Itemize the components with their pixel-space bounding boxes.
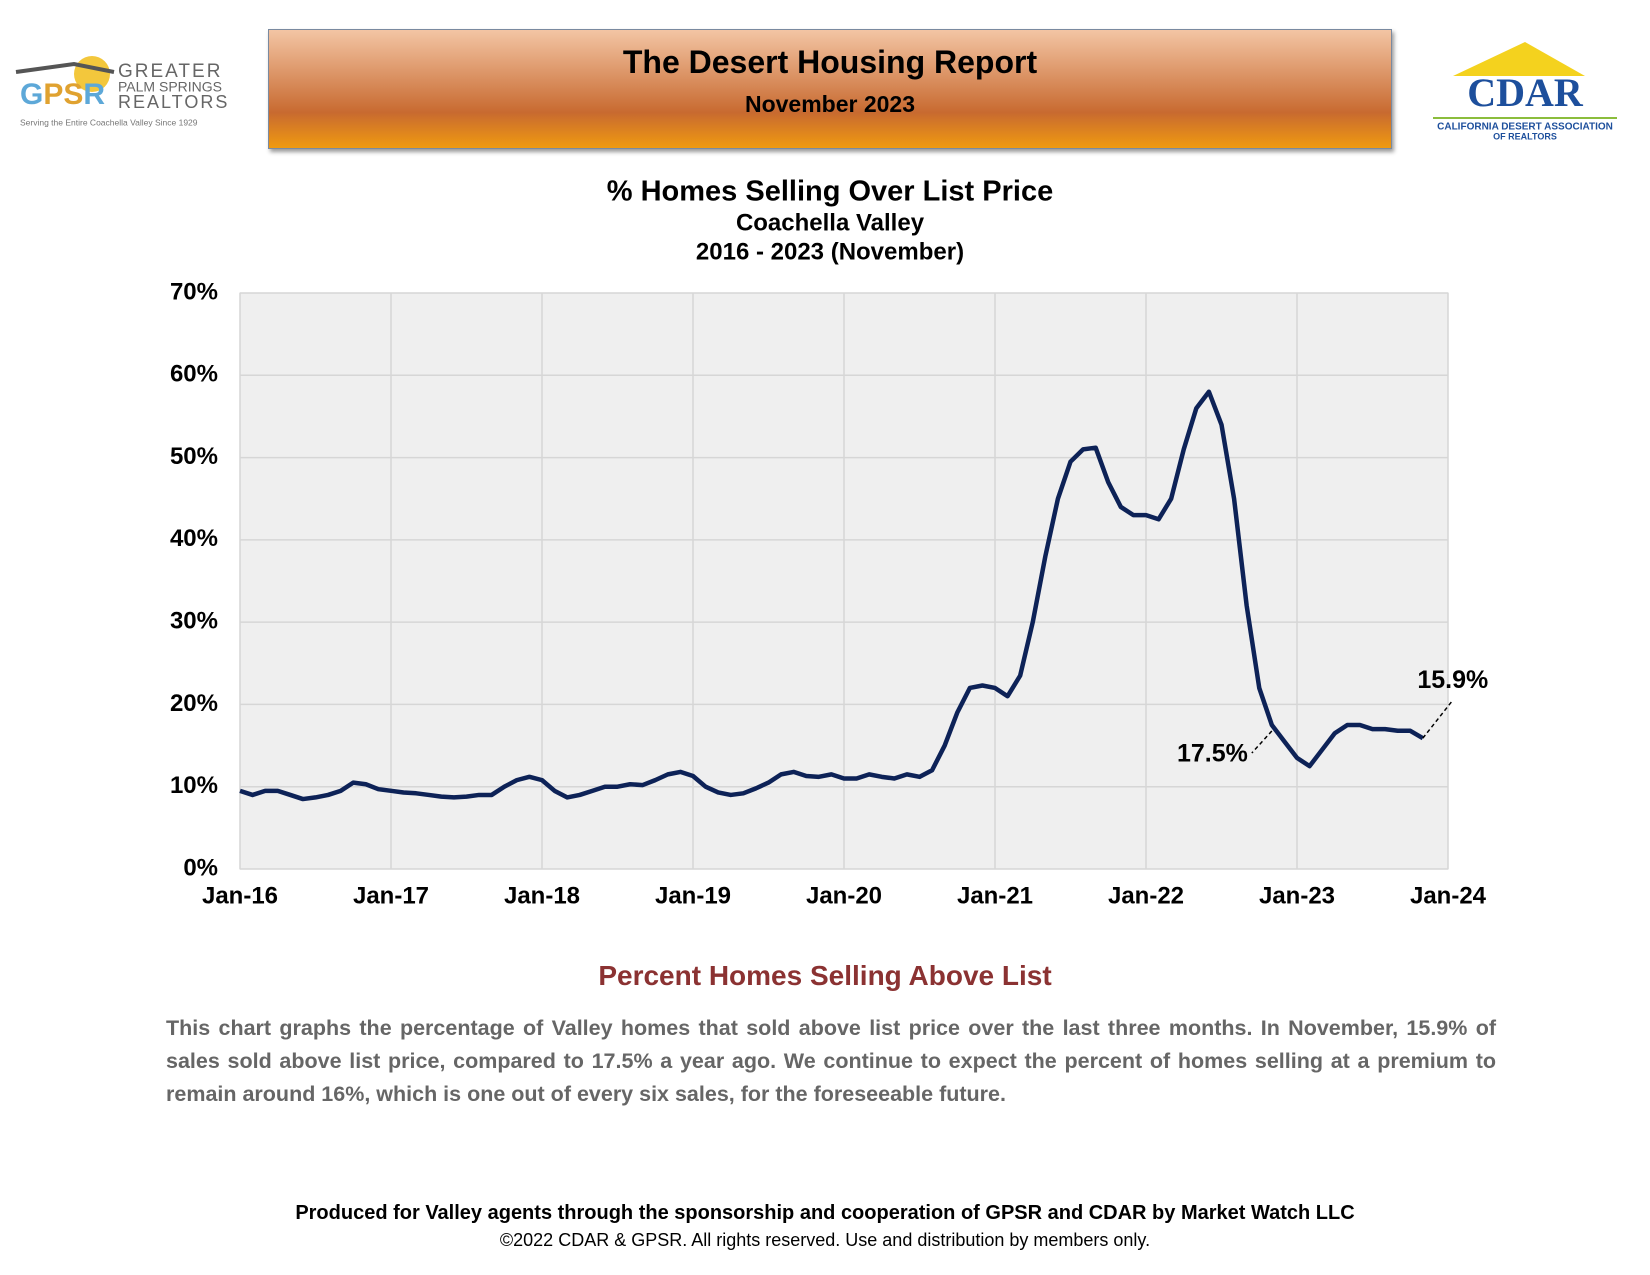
x-tick-label: Jan-21 [957,882,1033,909]
x-tick-label: Jan-16 [202,882,278,909]
logo-line: PALM SPRINGS [118,79,222,95]
report-date: November 2023 [744,91,916,117]
y-tick-label: 60% [170,361,218,388]
roof [1453,42,1585,76]
x-tick-label: Jan-18 [504,882,580,909]
cdar-logo: CDAR CALIFORNIA DESERT ASSOCIATION OF RE… [1425,40,1625,145]
report-title: The Desert Housing Report [622,44,1038,80]
header-banner: The Desert Housing Report November 2023 [268,29,1392,149]
section-heading: Percent Homes Selling Above List [598,960,1052,991]
chart-subtitle: 2016 - 2023 (November) [696,238,964,265]
x-tick-label: Jan-22 [1108,882,1184,909]
y-tick-label: 30% [170,607,218,634]
x-tick-label: Jan-20 [806,882,882,909]
annotation: 15.9% [1417,666,1488,694]
chart-title: % Homes Selling Over List Price [607,176,1053,208]
logo-line: CALIFORNIA DESERT ASSOCIATION [1437,122,1613,133]
x-tick-label: Jan-19 [655,882,731,909]
y-tick-label: 0% [183,854,218,881]
y-tick-label: 70% [170,278,218,305]
logo-line: OF REALTORS [1493,131,1557,141]
chart: % Homes Selling Over List Price Coachell… [170,176,1488,910]
logo-line: GREATER [118,61,222,82]
footer-credit: Produced for Valley agents through the s… [295,1202,1355,1224]
gpsr-logo-art: GPSR GREATER PALM SPRINGS REALTORS Servi… [15,56,229,127]
y-tick-label: 20% [170,690,218,717]
chart-subtitle: Coachella Valley [736,209,925,236]
annotation-leader [1422,699,1454,739]
y-tick-label: 50% [170,443,218,470]
gpsr-logo: GPSR GREATER PALM SPRINGS REALTORS Servi… [14,50,254,140]
footer-copyright: ©2022 CDAR & GPSR. All rights reserved. … [499,1230,1151,1250]
x-tick-label: Jan-23 [1259,882,1335,909]
data-line [239,389,1424,802]
annotation-leader [1251,730,1273,754]
y-tick-label: 10% [170,772,218,799]
description: This chart graphs the percentage of Vall… [166,1016,1496,1106]
logo-mark: GPSR [20,78,105,111]
logo-line: REALTORS [118,92,229,112]
y-tick-label: 40% [170,525,218,552]
logo-mark: CDAR [1467,70,1584,115]
x-tick-label: Jan-24 [1410,882,1487,909]
logo-tagline: Serving the Entire Coachella Valley Sinc… [20,117,198,127]
cdar-logo-art: CDAR CALIFORNIA DESERT ASSOCIATION OF RE… [1433,42,1617,141]
annotation: 17.5% [1177,740,1248,768]
x-tick-label: Jan-17 [353,882,429,909]
roof [15,61,115,74]
